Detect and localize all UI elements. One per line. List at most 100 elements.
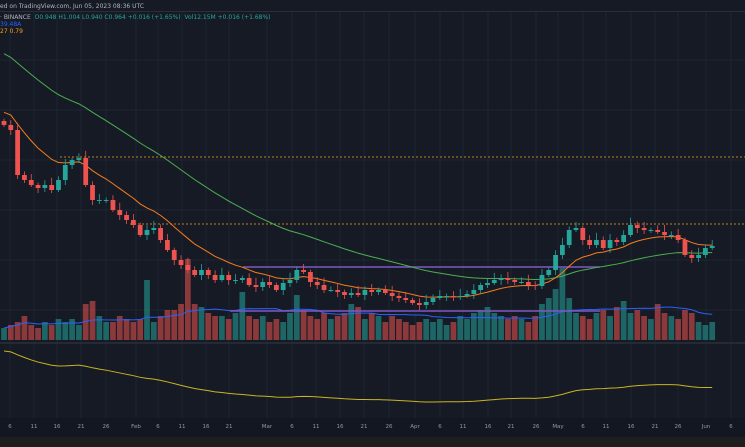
time-tick: Feb — [131, 424, 141, 430]
volume-bar — [293, 295, 300, 340]
volume-bar — [416, 322, 423, 340]
candle-body — [62, 165, 68, 180]
volume-bar — [362, 319, 368, 340]
candle-body — [553, 255, 558, 270]
time-tick: 26 — [532, 424, 540, 430]
volume-bar — [266, 322, 273, 340]
candle-body — [382, 290, 388, 293]
volume-bar — [137, 319, 144, 340]
candle-body — [212, 275, 218, 280]
candle-body — [28, 180, 34, 185]
candle-body — [600, 240, 606, 248]
ma-legend: 39.48A — [0, 21, 21, 28]
volume-bar — [110, 322, 116, 340]
volume-values: Vol12.15M +0.016 (+1.68%) — [184, 14, 271, 21]
price-chart[interactable] — [0, 0, 745, 437]
volume-bar — [55, 319, 62, 340]
osc-value: 0.79 — [9, 28, 23, 35]
candle-body — [696, 255, 701, 258]
volume-bar — [103, 322, 110, 340]
volume-bar — [402, 322, 409, 340]
time-tick: 21 — [77, 424, 85, 430]
oscillator-line — [3, 350, 713, 403]
volume-bar — [96, 316, 103, 340]
candle-body — [205, 270, 211, 275]
candle-body — [532, 285, 538, 286]
candle-body — [246, 278, 252, 285]
candle-body — [158, 228, 164, 240]
candle-body — [308, 272, 313, 282]
candle-body — [110, 200, 116, 210]
volume-bar — [682, 310, 688, 340]
volume-bar — [505, 319, 511, 340]
volume-bar — [348, 304, 355, 340]
volume-bar — [41, 322, 48, 340]
volume-bar — [69, 319, 75, 340]
candle-body — [416, 303, 422, 305]
candle-body — [655, 230, 661, 232]
candle-body — [709, 246, 715, 248]
candle-body — [69, 160, 75, 165]
time-tick: 11 — [459, 424, 467, 430]
footer-bar — [0, 437, 745, 447]
candle-body — [267, 282, 272, 285]
volume-bar — [123, 319, 130, 340]
candle-body — [634, 225, 640, 228]
candle-body — [219, 275, 225, 280]
volume-bar — [675, 319, 682, 340]
candle-body — [498, 278, 504, 280]
volume-bar — [620, 301, 627, 340]
candle-body — [22, 175, 27, 180]
candle-body — [335, 290, 341, 292]
candle-body — [90, 185, 95, 200]
volume-bar — [382, 322, 389, 340]
volume-bar — [532, 316, 539, 340]
candle-body — [512, 280, 518, 282]
volume-ma-line — [3, 306, 713, 329]
volume-bar — [661, 313, 668, 340]
volume-bar — [48, 325, 55, 340]
candle-body — [519, 282, 524, 283]
candle-body — [348, 293, 354, 295]
candle-body — [587, 240, 593, 245]
volume-bar — [586, 319, 593, 340]
candle-body — [233, 280, 238, 281]
volume-bar — [688, 313, 695, 340]
time-tick: 16 — [53, 424, 61, 430]
volume-bar — [191, 304, 198, 340]
candle-body — [662, 232, 667, 235]
time-axis[interactable]: 6 11 16 21 26 Feb 6 11 16 21 Mar 6 11 16 21 26 Apr 6 11 16 2… — [0, 418, 745, 437]
time-tick: 11 — [312, 424, 320, 430]
candle-body — [76, 158, 82, 160]
volume-bar — [654, 304, 661, 340]
volume-bar — [327, 319, 334, 340]
ema-slow-line — [3, 53, 713, 281]
candle-body — [117, 210, 123, 215]
time-tick: 26 — [674, 424, 682, 430]
volume-bar — [525, 322, 532, 340]
candle-body — [464, 294, 470, 296]
candle-body — [294, 270, 300, 280]
candle-body — [192, 270, 198, 275]
chart-canvas[interactable] — [0, 0, 745, 437]
candle-body — [124, 215, 129, 220]
volume-bar — [130, 322, 137, 340]
volume-bar — [627, 313, 634, 340]
volume-bar — [259, 316, 266, 340]
volume-bar — [35, 328, 41, 340]
volume-bar — [314, 319, 321, 340]
ma-value: 39.48A — [0, 21, 22, 28]
candle-body — [689, 255, 695, 258]
candle-body — [682, 240, 688, 255]
volume-bar — [300, 310, 307, 340]
candle-body — [396, 296, 402, 298]
candle-body — [621, 235, 627, 242]
time-tick: 16 — [202, 424, 210, 430]
volume-bar — [702, 325, 709, 340]
volume-bar — [76, 325, 82, 340]
time-tick: Jun — [701, 424, 711, 430]
time-tick: Mar — [261, 424, 273, 430]
volume-bar — [457, 316, 464, 340]
volume-bar — [21, 316, 28, 340]
candle-body — [539, 275, 545, 286]
